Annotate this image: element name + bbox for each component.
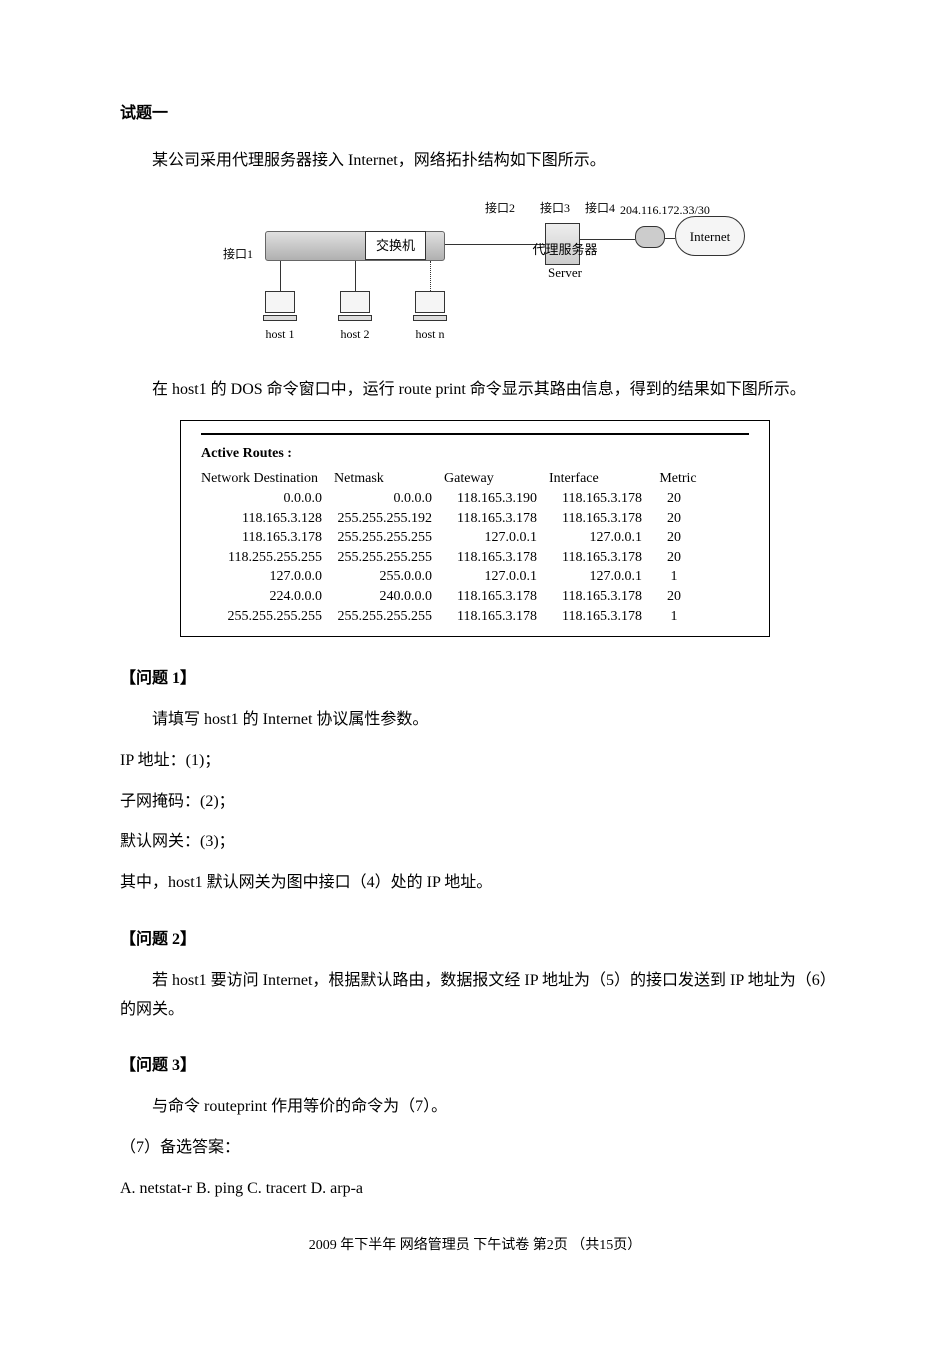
router-shape bbox=[635, 226, 665, 248]
q1-intro: 请填写 host1 的 Internet 协议属性参数。 bbox=[120, 706, 830, 735]
route-cell: 127.0.0.1 bbox=[436, 567, 541, 587]
interface1-label: 接口1 bbox=[223, 244, 253, 266]
route-row: 255.255.255.255255.255.255.255118.165.3.… bbox=[201, 607, 749, 627]
page-footer: 2009 年下半年 网络管理员 下午试卷 第2页 （共15页） bbox=[120, 1233, 830, 1258]
q1-line1: IP 地址：(1)； bbox=[120, 747, 830, 776]
route-cell: 255.255.255.255 bbox=[201, 607, 326, 627]
route-cell: 118.165.3.128 bbox=[201, 509, 326, 529]
route-cell: 224.0.0.0 bbox=[201, 587, 326, 607]
route-cell: 255.255.255.255 bbox=[326, 528, 436, 548]
server-label: 代理服务器 Server bbox=[515, 238, 615, 285]
route-row: 118.165.3.178255.255.255.255127.0.0.1127… bbox=[201, 528, 749, 548]
route-row: 118.255.255.255255.255.255.255118.165.3.… bbox=[201, 548, 749, 568]
line-server-router bbox=[580, 239, 635, 240]
route-header-interface: Interface bbox=[541, 469, 646, 489]
exam-title: 试题一 bbox=[120, 100, 830, 129]
line-hostn-dotted bbox=[430, 261, 431, 291]
network-diagram: 交换机 接口1 接口2 接口3 接口4 204.116.172.33/30 代理… bbox=[120, 196, 830, 357]
route-cell: 0.0.0.0 bbox=[201, 489, 326, 509]
route-cell: 20 bbox=[646, 509, 706, 529]
intro-paragraph: 某公司采用代理服务器接入 Internet，网络拓扑结构如下图所示。 bbox=[120, 147, 830, 176]
interface4-label: 接口4 bbox=[585, 198, 615, 220]
route-cell: 118.255.255.255 bbox=[201, 548, 326, 568]
route-header-netmask: Netmask bbox=[326, 469, 436, 489]
second-paragraph: 在 host1 的 DOS 命令窗口中，运行 route print 命令显示其… bbox=[120, 376, 830, 405]
route-cell: 127.0.0.1 bbox=[436, 528, 541, 548]
route-cell: 118.165.3.178 bbox=[541, 489, 646, 509]
route-cell: 118.165.3.178 bbox=[541, 548, 646, 568]
line-host1 bbox=[280, 261, 281, 291]
route-row: 224.0.0.0240.0.0.0118.165.3.178118.165.3… bbox=[201, 587, 749, 607]
q2-content: 若 host1 要访问 Internet，根据默认路由，数据报文经 IP 地址为… bbox=[120, 967, 830, 1025]
route-cell: 1 bbox=[646, 607, 706, 627]
route-cell: 118.165.3.178 bbox=[436, 509, 541, 529]
interface2-label: 接口2 bbox=[485, 198, 515, 220]
q1-line3: 默认网关：(3)； bbox=[120, 828, 830, 857]
q1-heading: 【问题 1】 bbox=[120, 665, 830, 694]
line-router-internet bbox=[665, 238, 675, 239]
route-cell: 118.165.3.178 bbox=[541, 607, 646, 627]
route-row: 127.0.0.0255.0.0.0127.0.0.1127.0.0.11 bbox=[201, 567, 749, 587]
interface3-label: 接口3 bbox=[540, 198, 570, 220]
route-cell: 118.165.3.190 bbox=[436, 489, 541, 509]
line-host2 bbox=[355, 261, 356, 291]
route-row: 118.165.3.128255.255.255.192118.165.3.17… bbox=[201, 509, 749, 529]
host2-shape: host 2 bbox=[340, 291, 370, 346]
hostn-shape: host n bbox=[415, 291, 445, 346]
route-cell: 118.165.3.178 bbox=[541, 509, 646, 529]
route-cell: 255.255.255.255 bbox=[326, 607, 436, 627]
route-cell: 20 bbox=[646, 489, 706, 509]
route-cell: 255.255.255.192 bbox=[326, 509, 436, 529]
route-cell: 20 bbox=[646, 587, 706, 607]
q1-line2: 子网掩码：(2)； bbox=[120, 788, 830, 817]
route-cell: 255.255.255.255 bbox=[326, 548, 436, 568]
route-cell: 240.0.0.0 bbox=[326, 587, 436, 607]
route-cell: 20 bbox=[646, 528, 706, 548]
route-cell: 118.165.3.178 bbox=[436, 548, 541, 568]
route-cell: 0.0.0.0 bbox=[326, 489, 436, 509]
switch-label: 交换机 bbox=[365, 231, 426, 260]
route-header-metric: Metric bbox=[646, 469, 706, 489]
q2-heading: 【问题 2】 bbox=[120, 926, 830, 955]
route-cell: 255.0.0.0 bbox=[326, 567, 436, 587]
route-cell: 1 bbox=[646, 567, 706, 587]
q3-intro: 与命令 routeprint 作用等价的命令为（7）。 bbox=[120, 1093, 830, 1122]
route-cell: 118.165.3.178 bbox=[436, 587, 541, 607]
route-header-dest: Network Destination bbox=[201, 469, 326, 489]
host1-shape: host 1 bbox=[265, 291, 295, 346]
route-table: Active Routes : Network Destination Netm… bbox=[180, 420, 770, 637]
route-header-gateway: Gateway bbox=[436, 469, 541, 489]
route-table-header-row: Network Destination Netmask Gateway Inte… bbox=[201, 469, 749, 489]
route-cell: 20 bbox=[646, 548, 706, 568]
route-cell: 127.0.0.1 bbox=[541, 528, 646, 548]
q1-line4: 其中，host1 默认网关为图中接口（4）处的 IP 地址。 bbox=[120, 869, 830, 898]
route-cell: 118.165.3.178 bbox=[436, 607, 541, 627]
route-cell: 127.0.0.1 bbox=[541, 567, 646, 587]
route-cell: 118.165.3.178 bbox=[541, 587, 646, 607]
route-cell: 118.165.3.178 bbox=[201, 528, 326, 548]
internet-cloud: Internet bbox=[675, 216, 745, 256]
route-cell: 127.0.0.0 bbox=[201, 567, 326, 587]
q3-options: A. netstat-r B. ping C. tracert D. arp-a bbox=[120, 1175, 830, 1204]
route-table-title: Active Routes : bbox=[201, 441, 749, 466]
route-row: 0.0.0.00.0.0.0118.165.3.190118.165.3.178… bbox=[201, 489, 749, 509]
q3-heading: 【问题 3】 bbox=[120, 1052, 830, 1081]
q3-note: （7）备选答案： bbox=[120, 1134, 830, 1163]
